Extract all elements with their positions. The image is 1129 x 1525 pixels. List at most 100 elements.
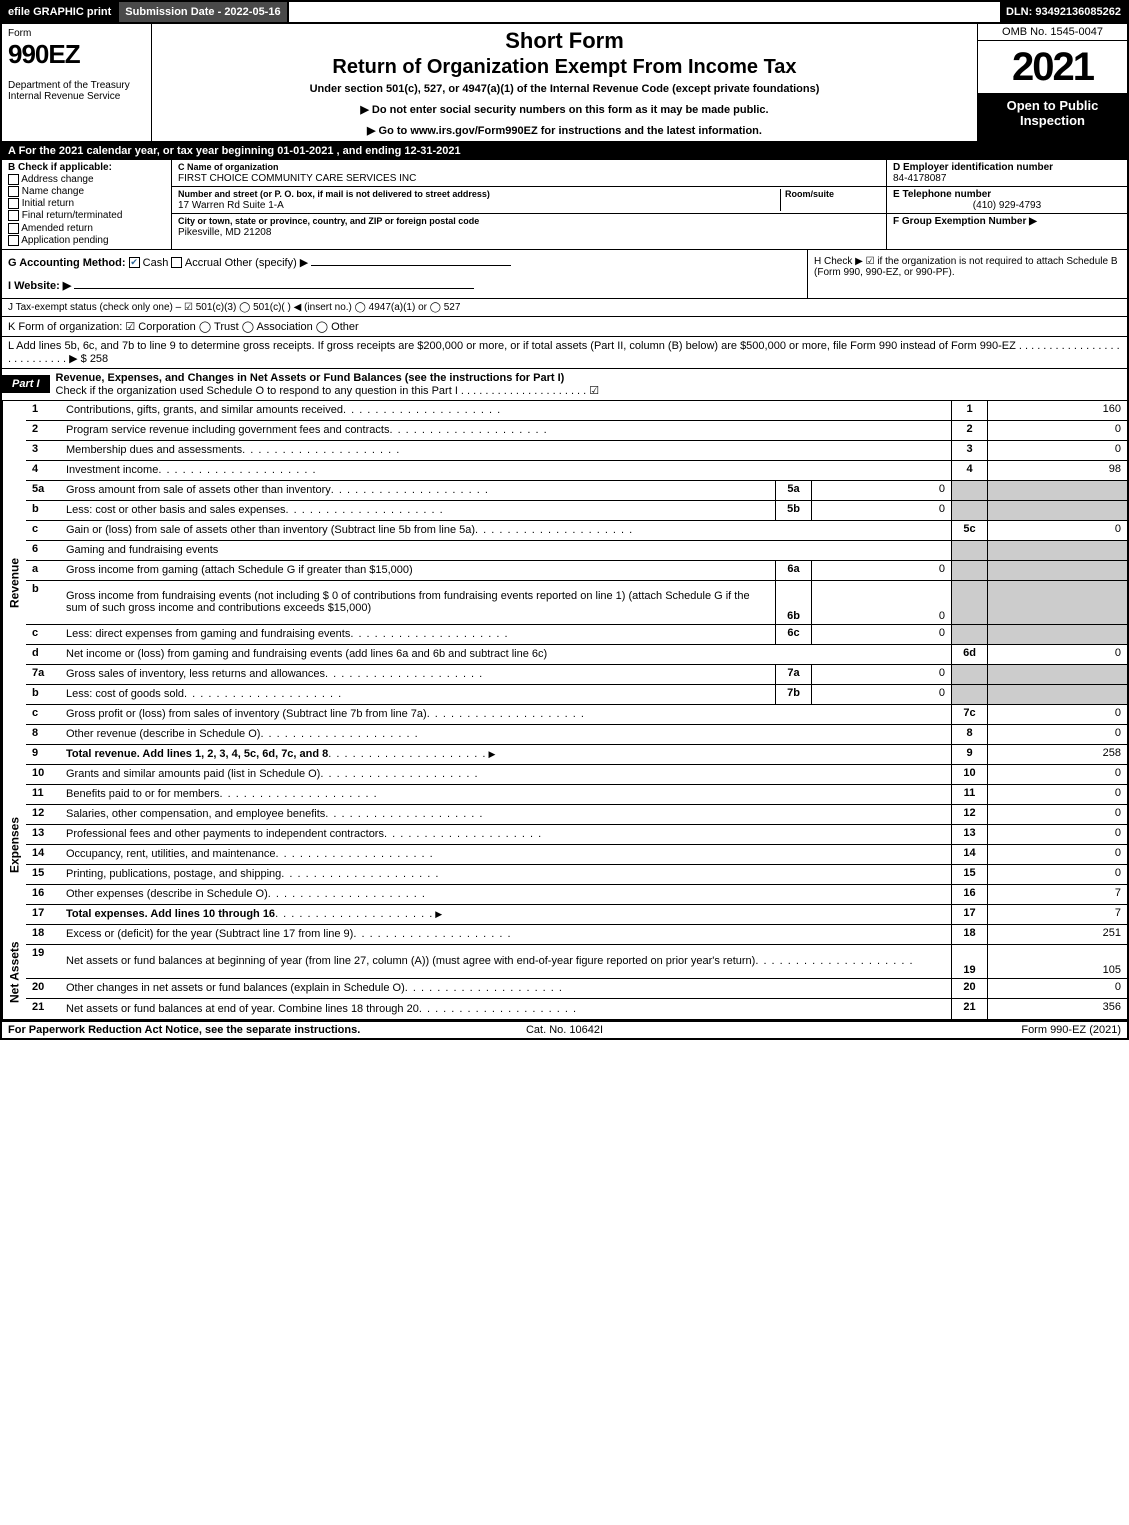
- chk-name-change[interactable]: Name change: [8, 186, 165, 197]
- goto-link[interactable]: ▶ Go to www.irs.gov/Form990EZ for instru…: [158, 124, 971, 137]
- spacer: [289, 2, 1000, 22]
- line-6b: bGross income from fundraising events (n…: [26, 581, 1127, 625]
- city-row: City or town, state or province, country…: [172, 214, 886, 240]
- line-4: 4Investment income498: [26, 461, 1127, 481]
- warning-text: ▶ Do not enter social security numbers o…: [158, 103, 971, 116]
- other-specify: Other (specify) ▶: [225, 257, 309, 269]
- line-5a: 5aGross amount from sale of assets other…: [26, 481, 1127, 501]
- efile-print-text: efile GRAPHIC print: [8, 6, 111, 18]
- line-1: 1Contributions, gifts, grants, and simil…: [26, 401, 1127, 421]
- row-j-tax-exempt: J Tax-exempt status (check only one) – ☑…: [0, 299, 1129, 317]
- line-19: 19Net assets or fund balances at beginni…: [26, 945, 1127, 979]
- chk-initial-return[interactable]: Initial return: [8, 198, 165, 209]
- open-inspection: Open to Public Inspection: [978, 94, 1127, 141]
- ein-row: D Employer identification number 84-4178…: [887, 160, 1127, 187]
- org-name-label: C Name of organization: [178, 162, 279, 172]
- ein-value: 84-4178087: [893, 173, 946, 184]
- line-21: 21Net assets or fund balances at end of …: [26, 999, 1127, 1019]
- part-1-title: Revenue, Expenses, and Changes in Net As…: [50, 369, 1127, 400]
- website-blank[interactable]: [74, 288, 474, 289]
- row-k-form-org: K Form of organization: ☑ Corporation ◯ …: [0, 317, 1129, 337]
- footer-mid: Cat. No. 10642I: [379, 1024, 750, 1036]
- line-20: 20Other changes in net assets or fund ba…: [26, 979, 1127, 999]
- line-18: 18Excess or (deficit) for the year (Subt…: [26, 925, 1127, 945]
- submission-date: Submission Date - 2022-05-16: [119, 2, 288, 22]
- section-b-to-f: B Check if applicable: Address change Na…: [0, 160, 1129, 250]
- revenue-tab: Revenue: [2, 401, 26, 765]
- other-blank[interactable]: [311, 265, 511, 266]
- part-1-header: Part I Revenue, Expenses, and Changes in…: [0, 369, 1129, 401]
- chk-application-pending[interactable]: Application pending: [8, 235, 165, 246]
- chk-final-return[interactable]: Final return/terminated: [8, 210, 165, 221]
- revenue-body: 1Contributions, gifts, grants, and simil…: [26, 401, 1127, 765]
- g-label: G Accounting Method:: [8, 257, 126, 269]
- line-10: 10Grants and similar amounts paid (list …: [26, 765, 1127, 785]
- org-name-value: FIRST CHOICE COMMUNITY CARE SERVICES INC: [178, 173, 416, 184]
- line-15: 15Printing, publications, postage, and s…: [26, 865, 1127, 885]
- col-c-org-info: C Name of organization FIRST CHOICE COMM…: [172, 160, 887, 249]
- group-row: F Group Exemption Number ▶: [887, 214, 1127, 249]
- g-accounting: G Accounting Method: Cash Accrual Other …: [2, 250, 807, 298]
- city-value: Pikesville, MD 21208: [178, 227, 271, 238]
- line-7a: 7aGross sales of inventory, less returns…: [26, 665, 1127, 685]
- part-1-tag: Part I: [2, 375, 50, 393]
- header-right: OMB No. 1545-0047 2021 Open to Public In…: [977, 24, 1127, 141]
- line-14: 14Occupancy, rent, utilities, and mainte…: [26, 845, 1127, 865]
- chk-address-change[interactable]: Address change: [8, 174, 165, 185]
- part-1-sub: Check if the organization used Schedule …: [56, 384, 1121, 397]
- chk-accrual[interactable]: [171, 257, 182, 268]
- street-label: Number and street (or P. O. box, if mail…: [178, 189, 490, 199]
- page-footer: For Paperwork Reduction Act Notice, see …: [0, 1021, 1129, 1040]
- header-left: Form 990EZ Department of the Treasury In…: [2, 24, 152, 141]
- line-7b: bLess: cost of goods sold7b0: [26, 685, 1127, 705]
- line-6d: dNet income or (loss) from gaming and fu…: [26, 645, 1127, 665]
- line-12: 12Salaries, other compensation, and empl…: [26, 805, 1127, 825]
- header-center: Short Form Return of Organization Exempt…: [152, 24, 977, 141]
- footer-right: Form 990-EZ (2021): [750, 1024, 1121, 1036]
- col-b-checkboxes: B Check if applicable: Address change Na…: [2, 160, 172, 249]
- line-6c: cLess: direct expenses from gaming and f…: [26, 625, 1127, 645]
- netassets-tab: Net Assets: [2, 925, 26, 1019]
- footer-left: For Paperwork Reduction Act Notice, see …: [8, 1024, 379, 1036]
- line-17: 17Total expenses. Add lines 10 through 1…: [26, 905, 1127, 925]
- col-d-ein: D Employer identification number 84-4178…: [887, 160, 1127, 249]
- netassets-grid: Net Assets 18Excess or (deficit) for the…: [0, 925, 1129, 1021]
- expenses-body: 10Grants and similar amounts paid (list …: [26, 765, 1127, 925]
- street-value: 17 Warren Rd Suite 1-A: [178, 200, 284, 211]
- form-header: Form 990EZ Department of the Treasury In…: [0, 24, 1129, 143]
- expenses-tab: Expenses: [2, 765, 26, 925]
- line-7c: cGross profit or (loss) from sales of in…: [26, 705, 1127, 725]
- line-6a: aGross income from gaming (attach Schedu…: [26, 561, 1127, 581]
- revenue-grid: Revenue 1Contributions, gifts, grants, a…: [0, 401, 1129, 765]
- main-title: Return of Organization Exempt From Incom…: [158, 56, 971, 79]
- form-number: 990EZ: [8, 39, 145, 70]
- line-11: 11Benefits paid to or for members110: [26, 785, 1127, 805]
- expenses-grid: Expenses 10Grants and similar amounts pa…: [0, 765, 1129, 925]
- subtitle: Under section 501(c), 527, or 4947(a)(1)…: [158, 83, 971, 95]
- row-l-gross-receipts: L Add lines 5b, 6c, and 7b to line 9 to …: [0, 337, 1129, 369]
- city-label: City or town, state or province, country…: [178, 216, 479, 226]
- chk-amended-return[interactable]: Amended return: [8, 223, 165, 234]
- line-6: 6Gaming and fundraising events: [26, 541, 1127, 561]
- row-a-calendar: A For the 2021 calendar year, or tax yea…: [0, 143, 1129, 160]
- netassets-body: 18Excess or (deficit) for the year (Subt…: [26, 925, 1127, 1019]
- dln-label: DLN: 93492136085262: [1000, 2, 1127, 22]
- i-website: I Website: ▶: [8, 280, 71, 292]
- dept-label: Department of the Treasury Internal Reve…: [8, 80, 145, 102]
- chk-cash[interactable]: [129, 257, 140, 268]
- line-8: 8Other revenue (describe in Schedule O)8…: [26, 725, 1127, 745]
- org-name-row: C Name of organization FIRST CHOICE COMM…: [172, 160, 886, 187]
- street-row: Number and street (or P. O. box, if mail…: [172, 187, 886, 214]
- row-g-h: G Accounting Method: Cash Accrual Other …: [0, 250, 1129, 299]
- line-9: 9Total revenue. Add lines 1, 2, 3, 4, 5c…: [26, 745, 1127, 765]
- line-5c: cGain or (loss) from sale of assets othe…: [26, 521, 1127, 541]
- h-check: H Check ▶ ☑ if the organization is not r…: [807, 250, 1127, 298]
- room-label: Room/suite: [785, 189, 834, 199]
- form-word: Form: [8, 28, 145, 39]
- print-label[interactable]: efile GRAPHIC print: [2, 2, 119, 22]
- phone-value: (410) 929-4793: [893, 200, 1121, 211]
- line-3: 3Membership dues and assessments30: [26, 441, 1127, 461]
- b-label: B Check if applicable:: [8, 162, 165, 173]
- phone-label: E Telephone number: [893, 189, 991, 200]
- phone-row: E Telephone number (410) 929-4793: [887, 187, 1127, 214]
